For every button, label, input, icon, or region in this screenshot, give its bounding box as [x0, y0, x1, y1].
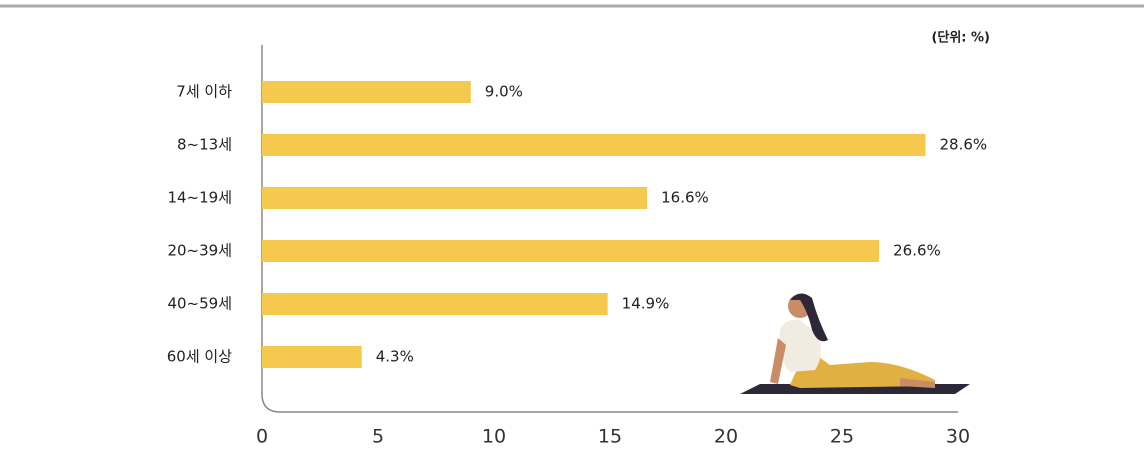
y-tick-label: 20~39세	[167, 242, 232, 260]
bar	[262, 81, 471, 103]
bar	[262, 187, 648, 209]
axis-line	[261, 45, 958, 413]
bar	[262, 240, 880, 262]
y-tick-label: 14~19세	[167, 189, 232, 207]
value-label: 4.3%	[376, 348, 414, 366]
x-tick-label: 30	[946, 426, 970, 448]
y-tick-label: 7세 이하	[176, 83, 232, 101]
bar	[262, 293, 608, 315]
x-tick-label: 5	[372, 426, 384, 448]
x-tick-label: 25	[830, 426, 854, 448]
value-label: 9.0%	[485, 83, 523, 101]
y-tick-label: 40~59세	[167, 295, 232, 313]
y-tick-label: 60세 이상	[167, 348, 232, 366]
x-tick-label: 20	[714, 426, 738, 448]
yoga-illustration	[740, 293, 970, 394]
value-label: 28.6%	[940, 136, 988, 154]
value-label: 26.6%	[893, 242, 941, 260]
x-tick-label: 15	[598, 426, 622, 448]
unit-label: (단위: %)	[931, 30, 990, 46]
bar	[262, 346, 362, 368]
bar	[262, 134, 926, 156]
value-label: 14.9%	[622, 295, 670, 313]
value-label: 16.6%	[661, 189, 709, 207]
x-tick-label: 0	[256, 426, 268, 448]
y-tick-label: 8~13세	[177, 136, 232, 154]
x-tick-label: 10	[482, 426, 506, 448]
